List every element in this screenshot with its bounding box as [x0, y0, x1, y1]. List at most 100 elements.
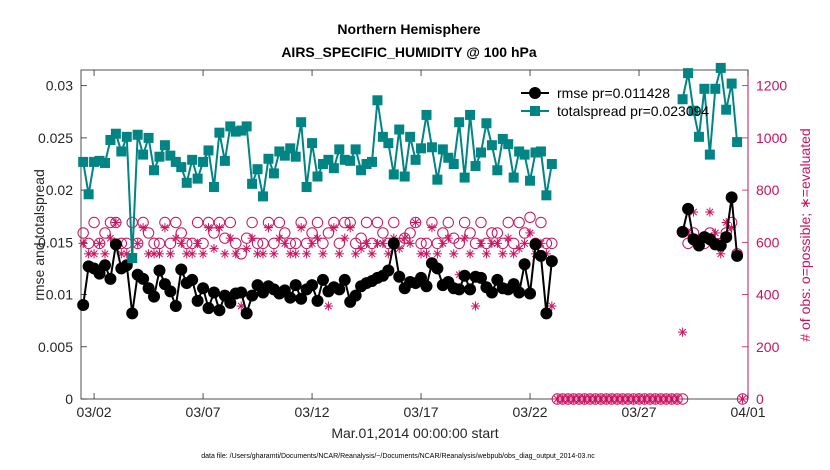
totalspread-point — [470, 161, 481, 172]
totalspread-point — [448, 159, 459, 169]
totalspread-point — [328, 163, 339, 174]
y-tick-label-right: 0 — [756, 391, 764, 407]
obs-evaluated-point — [187, 249, 197, 259]
totalspread-point — [176, 162, 187, 173]
totalspread-point — [274, 146, 285, 157]
x-tick-label: 03/02 — [77, 404, 112, 420]
totalspread-point — [693, 131, 704, 142]
x-axis: 03/02 03/07 03/12 03/17 03/22 03/27 04/01 — [77, 70, 766, 420]
totalspread-point — [405, 131, 416, 142]
rmse-point — [682, 202, 695, 215]
rmse-point — [197, 282, 210, 295]
obs-evaluated-point — [280, 238, 290, 248]
rmse-point — [474, 271, 487, 284]
totalspread-point — [154, 151, 165, 162]
obs-possible-point — [164, 237, 177, 250]
rmse-point — [126, 307, 139, 320]
obs-evaluated-point — [503, 233, 513, 243]
totalspread-point — [203, 145, 214, 156]
totalspread-point — [699, 83, 710, 94]
obs-evaluated-point — [334, 249, 344, 259]
rmse-point — [720, 231, 733, 244]
obs-evaluated-point — [198, 249, 208, 259]
obs-possible-point — [88, 216, 100, 229]
obs-evaluated-point — [209, 244, 219, 254]
totalspread-point — [688, 105, 699, 116]
obs-possible-point — [475, 216, 487, 229]
obs-evaluated-point — [427, 223, 437, 233]
totalspread-point — [514, 146, 525, 157]
obs-possible-point — [442, 216, 454, 229]
y-axis-left: 0 0.005 0.01 0.015 0.02 0.025 0.03 — [38, 78, 87, 407]
totalspread-point — [121, 131, 132, 142]
obs-evaluated-point — [269, 249, 279, 259]
rmse-point — [148, 290, 161, 303]
rmse-point — [202, 302, 215, 315]
x-tick-label: 03/17 — [404, 404, 439, 420]
obs-evaluated-point — [296, 223, 306, 233]
obs-evaluated-point — [498, 249, 508, 259]
rmse-point — [240, 307, 253, 320]
obs-possible-point — [208, 227, 220, 239]
rmse-point — [186, 273, 199, 286]
obs-possible-point — [317, 237, 329, 250]
rmse-point — [306, 279, 319, 292]
obs-possible-point — [224, 216, 237, 229]
totalspread-point — [443, 152, 454, 163]
obs-possible-point — [322, 227, 335, 239]
totalspread-point — [258, 191, 269, 202]
legend-totalspread-label: totalspread pr=0.023094 — [557, 103, 709, 119]
data-file-footnote: data file: /Users/gharamti/Documents/NCA… — [201, 453, 595, 460]
totalspread-point — [187, 154, 198, 165]
totalspread-point — [307, 138, 318, 149]
rmse-point — [77, 299, 90, 311]
x-axis-label: Mar.01,2014 00:00:00 start — [331, 425, 498, 441]
obs-evaluated-point — [302, 249, 312, 259]
y-tick-label-right: 1200 — [756, 78, 787, 94]
obs-possible-point — [507, 237, 520, 250]
rmse-point — [316, 273, 329, 286]
rmse-point — [284, 291, 297, 304]
rmse-point — [98, 259, 111, 272]
obs-evaluated-point — [318, 249, 328, 259]
totalspread-point — [535, 146, 546, 157]
obs-possible-point — [437, 227, 449, 239]
totalspread-point — [454, 117, 465, 128]
obs-evaluated-point — [214, 223, 225, 233]
totalspread-point — [726, 78, 737, 89]
rmse-point — [458, 269, 471, 282]
obs-evaluated-point — [416, 249, 426, 259]
obs-evaluated-point — [547, 301, 557, 311]
totalspread-point — [241, 121, 252, 132]
obs-evaluated-point — [263, 223, 274, 233]
obs-possible-point — [148, 237, 160, 250]
obs-possible-point — [230, 237, 242, 250]
obs-evaluated-point — [558, 394, 568, 404]
totalspread-point — [383, 138, 394, 149]
obs-evaluated-point — [378, 238, 388, 248]
obs-evaluated-point — [274, 233, 284, 243]
obs-evaluated-point — [410, 217, 421, 228]
rmse-point — [529, 238, 542, 251]
legend-totalspread-marker — [530, 106, 540, 116]
legend: rmse pr=0.011428 totalspread pr=0.023094 — [521, 85, 709, 119]
totalspread-point — [290, 151, 301, 162]
rmse-point — [420, 280, 433, 293]
rmse-point — [164, 285, 177, 298]
obs-evaluated-point — [579, 394, 590, 404]
totalspread-point — [285, 143, 296, 154]
obs-evaluated-point — [203, 223, 214, 233]
obs-possible-point — [524, 211, 536, 223]
chart-subtitle: AIRS_SPECIFIC_HUMIDITY @ 100 hPa — [281, 44, 537, 60]
totalspread-point — [683, 68, 694, 79]
totalspread-point — [247, 178, 258, 189]
obs-evaluated-point — [476, 238, 486, 248]
obs-evaluated-point — [94, 238, 105, 248]
totalspread-point — [410, 154, 421, 165]
totalspread-point — [416, 143, 427, 154]
line-series — [77, 62, 744, 320]
rmse-point — [338, 273, 351, 286]
totalspread-point — [181, 177, 192, 188]
totalspread-point — [105, 134, 116, 145]
